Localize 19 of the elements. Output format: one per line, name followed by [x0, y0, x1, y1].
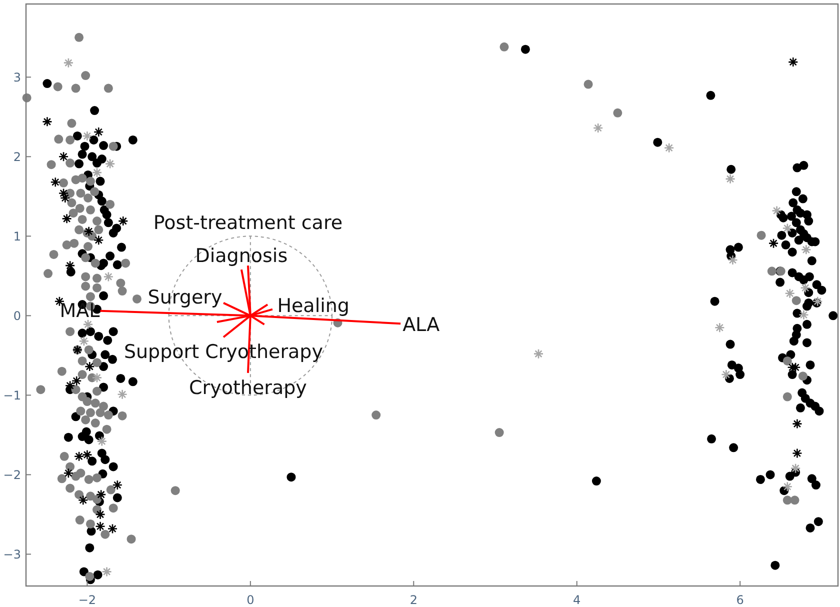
y-tick-label: −1: [3, 388, 21, 402]
annotation: Diagnosis: [195, 244, 288, 267]
annotation: ALA: [402, 314, 440, 336]
y-tick-label: 0: [13, 308, 21, 323]
annotation: MAL: [60, 300, 100, 322]
y-tick-label: 3: [13, 70, 21, 84]
y-tick-label: −3: [3, 547, 21, 562]
annotation: Healing: [277, 294, 350, 317]
x-tick-label: 4: [573, 593, 581, 607]
y-tick-label: 1: [13, 229, 21, 244]
x-tick-label: 0: [246, 593, 254, 607]
y-tick-label: −2: [3, 468, 21, 482]
x-tick-label: 6: [736, 593, 744, 607]
x-tick-label: 2: [410, 593, 418, 607]
x-tick-label: −2: [78, 593, 96, 607]
annotation: Surgery: [148, 286, 222, 308]
y-tick-label: 2: [13, 150, 21, 164]
annotation: Post-treatment care: [153, 212, 343, 234]
annotation: Cryotherapy: [189, 377, 307, 400]
